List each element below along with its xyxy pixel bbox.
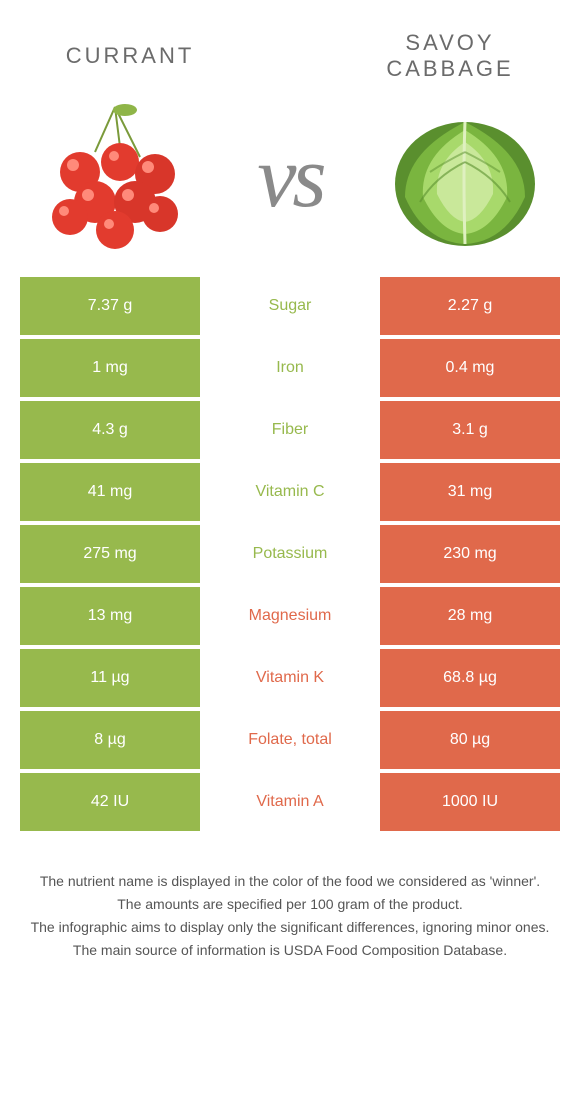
comparison-table: 7.37 gSugar2.27 g1 mgIron0.4 mg4.3 gFibe… — [20, 277, 560, 831]
left-value: 41 mg — [20, 463, 200, 521]
left-value: 13 mg — [20, 587, 200, 645]
footnote-line: The main source of information is USDA F… — [30, 940, 550, 961]
right-value: 230 mg — [380, 525, 560, 583]
right-value: 0.4 mg — [380, 339, 560, 397]
nutrient-name: Vitamin K — [200, 649, 380, 707]
vs-label: vs — [257, 127, 322, 228]
nutrient-row: 4.3 gFiber3.1 g — [20, 401, 560, 459]
footnote-line: The infographic aims to display only the… — [30, 917, 550, 938]
nutrient-name: Folate, total — [200, 711, 380, 769]
right-value: 80 µg — [380, 711, 560, 769]
right-value: 31 mg — [380, 463, 560, 521]
nutrient-name: Magnesium — [200, 587, 380, 645]
left-food-title: Currant — [30, 43, 230, 69]
nutrient-row: 7.37 gSugar2.27 g — [20, 277, 560, 335]
nutrient-row: 8 µgFolate, total80 µg — [20, 711, 560, 769]
left-value: 275 mg — [20, 525, 200, 583]
nutrient-name: Vitamin C — [200, 463, 380, 521]
right-value: 1000 IU — [380, 773, 560, 831]
right-value: 3.1 g — [380, 401, 560, 459]
images-row: vs — [0, 92, 580, 277]
left-value: 42 IU — [20, 773, 200, 831]
footnote-line: The nutrient name is displayed in the co… — [30, 871, 550, 892]
left-value: 8 µg — [20, 711, 200, 769]
nutrient-row: 11 µgVitamin K68.8 µg — [20, 649, 560, 707]
nutrient-name: Vitamin A — [200, 773, 380, 831]
header: Currant Savoy cabbage — [0, 0, 580, 92]
nutrient-name: Sugar — [200, 277, 380, 335]
right-value: 28 mg — [380, 587, 560, 645]
footnotes: The nutrient name is displayed in the co… — [30, 871, 550, 961]
right-value: 68.8 µg — [380, 649, 560, 707]
nutrient-row: 13 mgMagnesium28 mg — [20, 587, 560, 645]
nutrient-row: 42 IUVitamin A1000 IU — [20, 773, 560, 831]
cabbage-image — [375, 102, 555, 252]
left-value: 1 mg — [20, 339, 200, 397]
right-food-title: Savoy cabbage — [350, 30, 550, 82]
nutrient-name: Fiber — [200, 401, 380, 459]
nutrient-name: Iron — [200, 339, 380, 397]
nutrient-row: 41 mgVitamin C31 mg — [20, 463, 560, 521]
nutrient-row: 275 mgPotassium230 mg — [20, 525, 560, 583]
nutrient-name: Potassium — [200, 525, 380, 583]
left-value: 7.37 g — [20, 277, 200, 335]
footnote-line: The amounts are specified per 100 gram o… — [30, 894, 550, 915]
left-value: 11 µg — [20, 649, 200, 707]
nutrient-row: 1 mgIron0.4 mg — [20, 339, 560, 397]
left-value: 4.3 g — [20, 401, 200, 459]
currant-image — [25, 102, 205, 252]
right-value: 2.27 g — [380, 277, 560, 335]
